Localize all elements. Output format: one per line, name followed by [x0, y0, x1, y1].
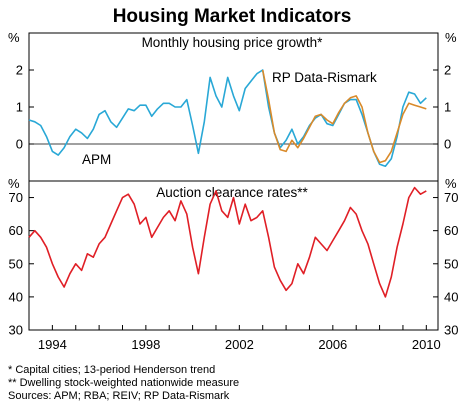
- y-tick-label-right: 50: [444, 256, 458, 271]
- y-tick-label-right: 0: [444, 137, 451, 152]
- x-tick-label: 2010: [412, 337, 441, 352]
- plot-frame: 1994 1998 2002 2006 2010: [28, 32, 441, 352]
- footnote-1: * Capital cities; 13-period Henderson tr…: [8, 364, 215, 376]
- panel-title-price-growth: Monthly housing price growth*: [142, 35, 324, 50]
- series-line-apm: [28, 69, 427, 167]
- x-tick-label: 1994: [38, 337, 67, 352]
- panel-auction-clearance: Auction clearance rates** % % 30 30 40 40 50…: [8, 176, 458, 338]
- y-tick-label-right: 2: [444, 63, 451, 78]
- y-tick-label-left: 40: [9, 289, 23, 304]
- y-unit-right-bottom: %: [445, 176, 457, 191]
- y-tick-label-left: 1: [16, 100, 23, 115]
- y-tick-label-left: 0: [16, 137, 23, 152]
- x-tick-label: 2006: [318, 337, 347, 352]
- y-unit-left-bottom: %: [8, 176, 20, 191]
- y-tick-label-left: 60: [9, 223, 23, 238]
- y-tick-label-left: 30: [9, 323, 23, 338]
- x-tick-label: 1998: [131, 337, 160, 352]
- y-tick-label-right: 1: [444, 100, 451, 115]
- footnote-2: ** Dwelling stock-weighted nationwide me…: [8, 377, 239, 389]
- y-tick-label-right: 60: [444, 223, 458, 238]
- sources-note: Sources: APM; RBA; REIV; RP Data-Rismark: [8, 390, 230, 402]
- y-tick-label-left: 70: [9, 190, 23, 205]
- footnotes: * Capital cities; 13-period Henderson tr…: [8, 364, 239, 402]
- y-tick-label-right: 40: [444, 289, 458, 304]
- series-line-rp-data-rismark: [261, 69, 427, 164]
- x-tick-label: 2002: [225, 337, 254, 352]
- y-unit-right-top: %: [445, 30, 457, 45]
- y-tick-label-right: 70: [444, 190, 458, 205]
- y-tick-label-left: 2: [16, 63, 23, 78]
- panel-price-growth: Monthly housing price growth* % % APM RP…: [8, 30, 457, 167]
- series-label-rp-data-rismark: RP Data-Rismark: [272, 70, 377, 85]
- panel-title-auction-clearance: Auction clearance rates**: [156, 185, 308, 200]
- series-line-auction-clearance: [28, 186, 427, 298]
- y-unit-left-top: %: [8, 30, 20, 45]
- chart-title: Housing Market Indicators: [113, 6, 352, 27]
- y-tick-label-left: 50: [9, 256, 23, 271]
- y-tick-label-right: 30: [444, 323, 458, 338]
- series-label-apm: APM: [82, 152, 111, 167]
